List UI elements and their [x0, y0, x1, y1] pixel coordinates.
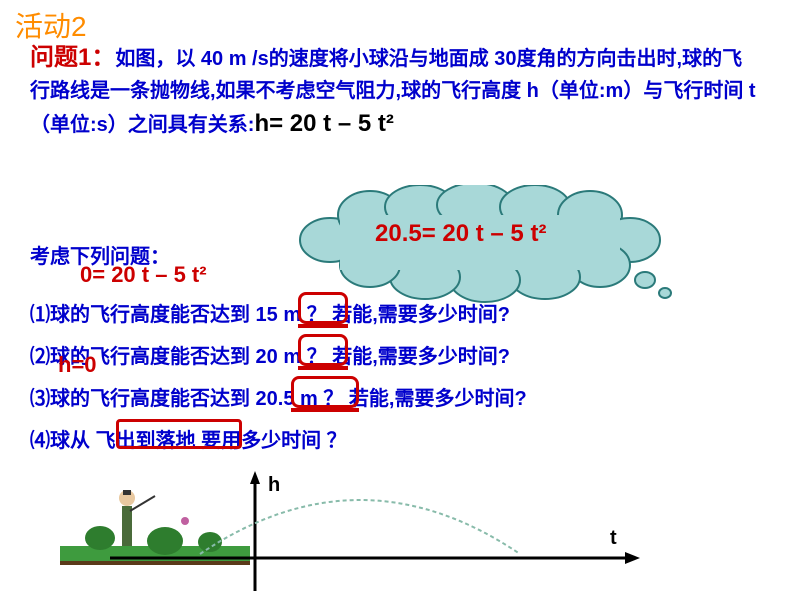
thought-cloud: 20.5= 20 t – 5 t² — [290, 185, 680, 295]
main-equation: h= 20 t – 5 t² — [254, 110, 393, 137]
question-label: 问题1： — [30, 44, 115, 71]
box-flyout — [116, 419, 242, 449]
equation-zero: 0= 20 t – 5 t² — [80, 262, 207, 288]
equation-h0: h=0 — [58, 352, 97, 378]
slide-title: 活动2 — [15, 5, 87, 45]
underline-15 — [298, 324, 348, 328]
trajectory-chart: h t — [60, 466, 660, 596]
sub-question-3: ⑶球的飞行高度能否达到 20.5 m ？ 若能,需要多少时间? — [30, 382, 527, 411]
x-axis-label: t — [610, 527, 617, 549]
underline-205 — [291, 408, 359, 412]
circle-15 — [298, 292, 348, 324]
sub-question-1: ⑴球的飞行高度能否达到 15 m ？ 若能,需要多少时间? — [30, 298, 510, 327]
underline-20 — [298, 366, 348, 370]
circle-205 — [291, 376, 359, 408]
cloud-equation: 20.5= 20 t – 5 t² — [375, 220, 546, 248]
sub-question-2: ⑵球的飞行高度能否达到 20 m ？ 若能,需要多少时间? — [30, 340, 510, 369]
question-block: 问题1：如图，以 40 m /s的速度将小球沿与地面成 30度角的方向击出时,球… — [30, 40, 760, 142]
circle-20 — [298, 334, 348, 366]
y-axis-label: h — [268, 474, 280, 496]
